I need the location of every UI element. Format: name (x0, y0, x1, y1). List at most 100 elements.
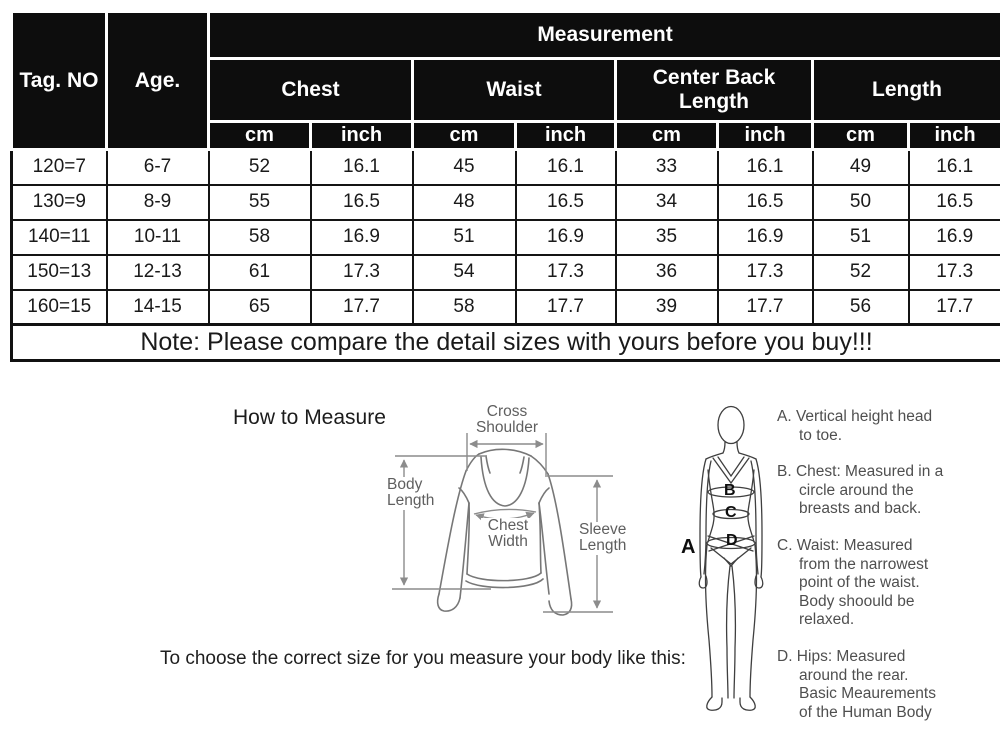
unit-header-inch: inch (909, 122, 1000, 150)
figure-label-a: A (681, 536, 695, 559)
label-body-length: Body Length (386, 477, 435, 510)
label-sleeve-length: Sleeve Length (578, 522, 627, 555)
size-cell: 16.5 (516, 185, 616, 220)
unit-header-cm: cm (209, 122, 311, 150)
size-cell: 54 (413, 255, 516, 290)
size-cell: 56 (813, 290, 909, 325)
size-cell: 16.1 (311, 150, 413, 185)
chest-width-curve-top (474, 509, 536, 514)
figure-label-d: D (726, 532, 738, 550)
right-armpit (539, 488, 549, 503)
right-sleeve-outer (548, 474, 571, 599)
size-cell: 150=13 (12, 255, 107, 290)
bikini-v (711, 548, 751, 564)
left-cuff (438, 594, 460, 611)
size-cell: 50 (813, 185, 909, 220)
size-cell: 58 (413, 290, 516, 325)
size-cell: 36 (616, 255, 718, 290)
neck-left (723, 442, 725, 453)
shoulder-left (706, 453, 723, 459)
size-cell: 58 (209, 220, 311, 255)
size-cell: 34 (616, 185, 718, 220)
torso-right (748, 470, 754, 542)
leg-left-inner (727, 566, 730, 698)
size-cell: 6-7 (107, 150, 209, 185)
size-cell: 16.5 (718, 185, 813, 220)
header-row-measurement: Tag. NO Age. Measurement (12, 12, 1000, 59)
figure-label-b: B (724, 482, 736, 500)
size-cell: 14-15 (107, 290, 209, 325)
size-chart-table: Tag. NO Age. Measurement Chest Waist Cen… (10, 10, 1000, 362)
header-group-center-back-length: Center Back Length (616, 59, 813, 122)
size-cell: 16.9 (909, 220, 1000, 255)
size-cell: 17.7 (909, 290, 1000, 325)
arm-right-inner (751, 461, 758, 574)
label-cross-shoulder: Cross Shoulder (468, 404, 546, 437)
size-cell: 140=11 (12, 220, 107, 255)
size-cell: 16.9 (311, 220, 413, 255)
shoulder-right (739, 453, 756, 459)
size-cell: 10-11 (107, 220, 209, 255)
figure-label-c: C (725, 504, 737, 522)
neck-right (737, 442, 739, 453)
size-cell: 160=15 (12, 290, 107, 325)
header-group-chest: Chest (209, 59, 413, 122)
unit-header-cm: cm (616, 122, 718, 150)
size-cell: 16.9 (718, 220, 813, 255)
table-row: 140=11 10-11 58 16.9 51 16.9 35 16.9 51 … (12, 220, 1000, 255)
size-cell: 45 (413, 150, 516, 185)
size-cell: 17.3 (311, 255, 413, 290)
instruction-item-b: B. Chest: Measured in a circle around th… (777, 463, 987, 519)
size-cell: 33 (616, 150, 718, 185)
size-cell: 8-9 (107, 185, 209, 220)
torso-left (708, 470, 714, 542)
size-cell: 52 (813, 255, 909, 290)
how-to-measure-title: How to Measure (233, 406, 386, 430)
size-cell: 17.7 (718, 290, 813, 325)
size-cell: 17.3 (516, 255, 616, 290)
v-neckline-outer (713, 458, 749, 483)
measure-instruction-footer: To choose the correct size for you measu… (160, 648, 686, 670)
header-group-length: Length (813, 59, 1000, 122)
collar-top-line (479, 449, 531, 456)
instruction-item-d: D. Hips: Measured around the rear. Basic… (777, 648, 987, 722)
size-cell: 17.3 (909, 255, 1000, 290)
head (718, 407, 744, 444)
size-cell: 48 (413, 185, 516, 220)
size-cell: 16.5 (909, 185, 1000, 220)
size-cell: 61 (209, 255, 311, 290)
size-cell: 16.1 (909, 150, 1000, 185)
size-cell: 51 (813, 220, 909, 255)
header-age: Age. (107, 12, 209, 150)
leg-right-outer (750, 545, 756, 697)
hem-line (467, 573, 541, 581)
table-row: 130=9 8-9 55 16.5 48 16.5 34 16.5 50 16.… (12, 185, 1000, 220)
size-cell: 16.1 (516, 150, 616, 185)
unit-header-inch: inch (516, 122, 616, 150)
note-text: Note: Please compare the detail sizes wi… (12, 325, 1000, 361)
body-figure-sketch (672, 398, 792, 723)
label-chest-width: Chest Width (481, 518, 535, 551)
left-strap-line (486, 456, 490, 473)
size-cell: 52 (209, 150, 311, 185)
leg-left-outer (706, 545, 712, 697)
note-row: Note: Please compare the detail sizes wi… (12, 325, 1000, 361)
unit-header-inch: inch (718, 122, 813, 150)
size-cell: 17.7 (311, 290, 413, 325)
unit-header-cm: cm (813, 122, 909, 150)
header-group-waist: Waist (413, 59, 616, 122)
table-row: 150=13 12-13 61 17.3 54 17.3 36 17.3 52 … (12, 255, 1000, 290)
v-neckline-inner (718, 457, 744, 476)
size-cell: 16.1 (718, 150, 813, 185)
unit-header-inch: inch (311, 122, 413, 150)
body-figure-outline (699, 407, 762, 711)
unit-header-cm: cm (413, 122, 516, 150)
leg-right-inner (732, 566, 735, 698)
instructions-list: A. Vertical height head to toe. B. Chest… (777, 408, 987, 740)
right-strap-line (520, 457, 524, 473)
arm-left-inner (704, 461, 711, 574)
table-row: 120=7 6-7 52 16.1 45 16.1 33 16.1 49 16.… (12, 150, 1000, 185)
table-row: 160=15 14-15 65 17.7 58 17.7 39 17.7 56 … (12, 290, 1000, 325)
instruction-item-a: A. Vertical height head to toe. (777, 408, 987, 445)
size-cell: 16.9 (516, 220, 616, 255)
